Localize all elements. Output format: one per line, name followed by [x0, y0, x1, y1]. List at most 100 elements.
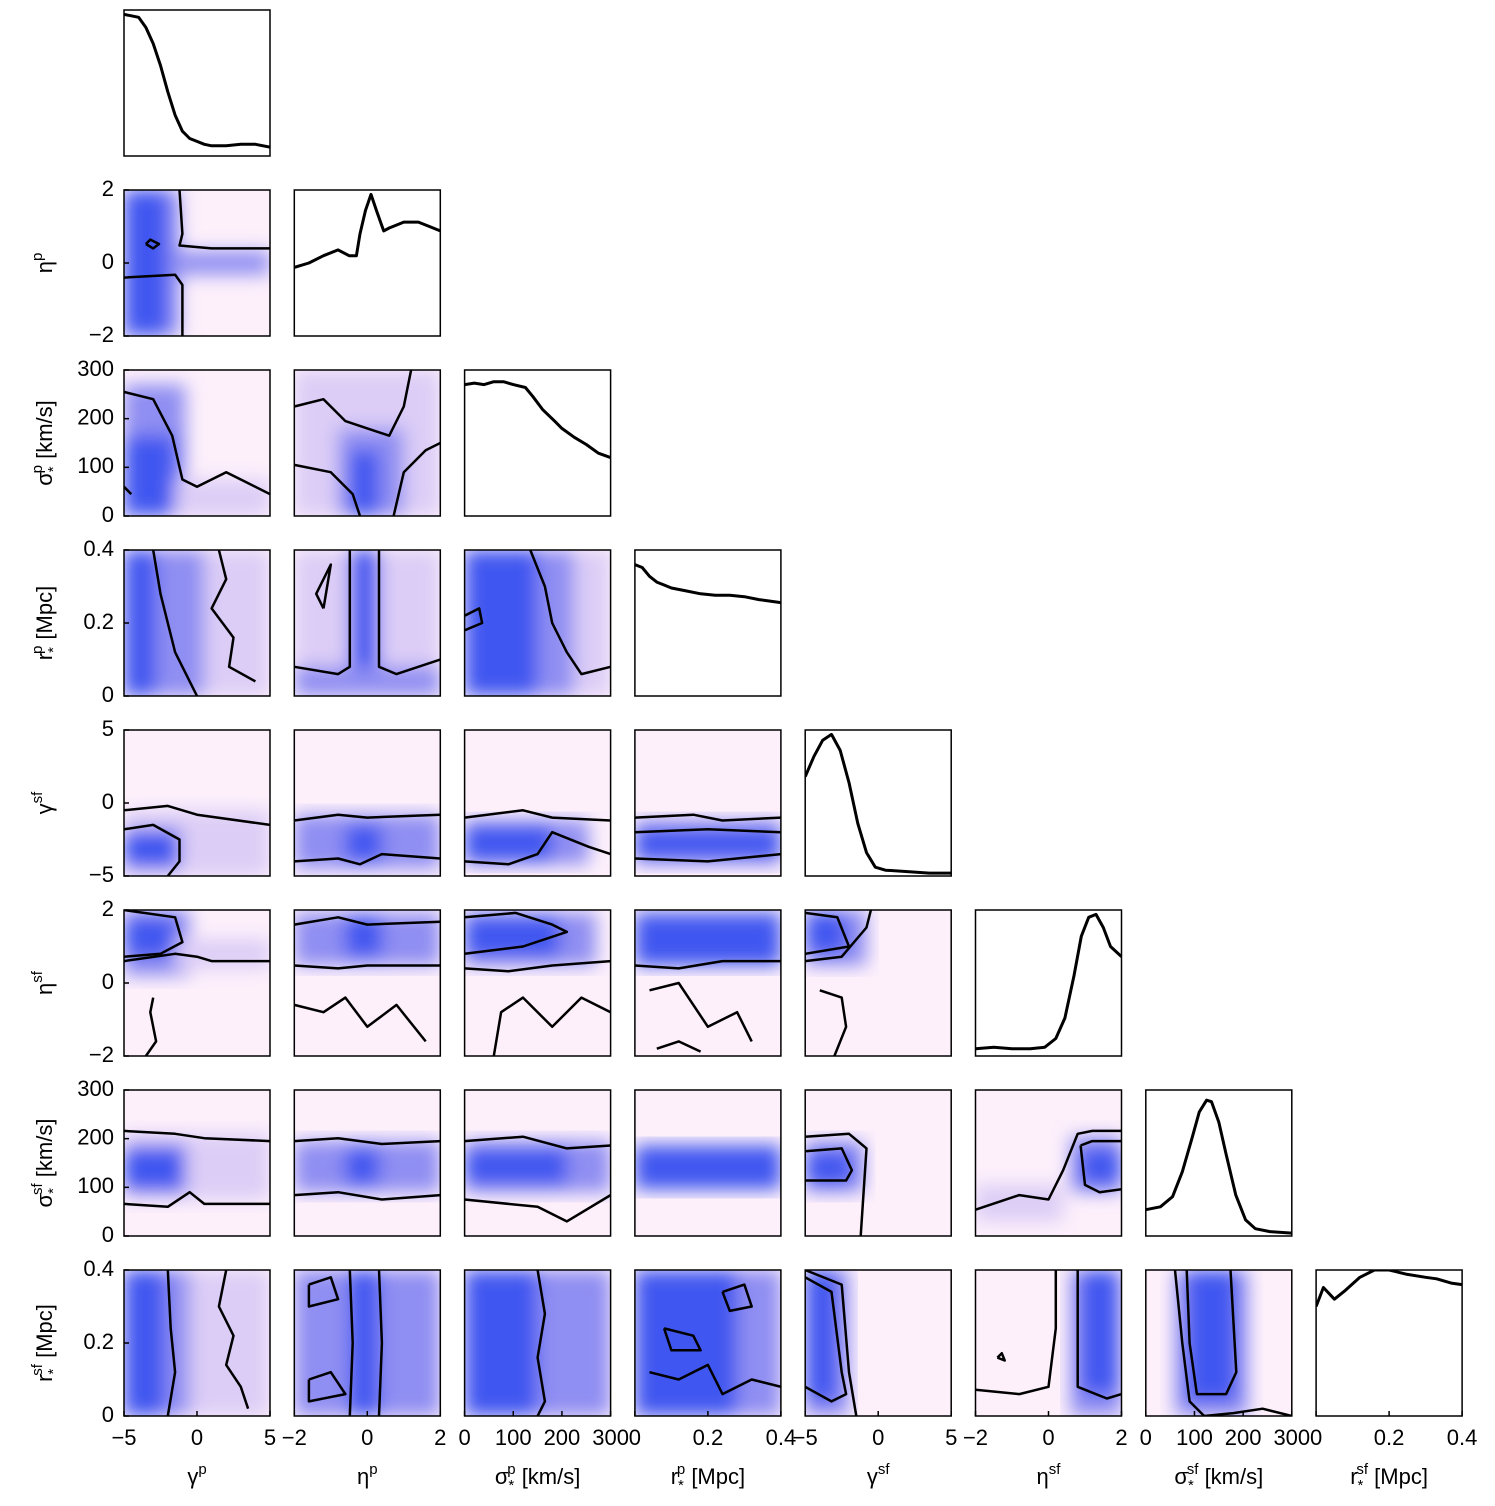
joint-panel-7-5: [974, 1269, 1123, 1417]
x-tick-label: 0: [191, 1425, 203, 1450]
x-tick-label: 0: [458, 1425, 470, 1450]
x-tick-label: 300: [592, 1425, 629, 1450]
y-tick-label: −2: [89, 322, 114, 347]
contour-line: [721, 1283, 753, 1313]
contour-line: [294, 1136, 441, 1146]
marginal-panel-3: [634, 549, 782, 697]
contour-line: [1079, 1145, 1122, 1194]
contour-line: [294, 550, 352, 676]
panel-frame: [293, 1089, 442, 1237]
panel-frame: [123, 9, 271, 157]
marginal-curve-6: [1145, 1098, 1292, 1235]
contour-line: [996, 1351, 1006, 1362]
panel-frame: [293, 369, 442, 517]
joint-panel-1-0: [123, 189, 271, 337]
panel-frame: [634, 549, 782, 697]
panel-frame: [463, 729, 612, 877]
contour-line: [662, 1327, 702, 1352]
joint-panel-7-2: [463, 1269, 612, 1417]
x-tick-label: 5: [945, 1425, 957, 1450]
panel-frame: [293, 549, 442, 697]
contour-line: [805, 910, 873, 963]
panel-background: [124, 10, 270, 156]
contour-line: [805, 911, 851, 956]
joint-panel-2-1: [293, 369, 442, 517]
contour-line: [348, 1270, 354, 1416]
x-tick-label: 2: [434, 1425, 446, 1450]
contour-line: [178, 190, 270, 250]
y-axis-label: γsf: [29, 791, 57, 815]
y-tick-label: 300: [77, 1076, 114, 1101]
contour-line: [377, 1270, 384, 1416]
panel-frame: [123, 369, 271, 517]
density-blob: [345, 824, 382, 862]
y-tick-label: 0.4: [83, 536, 114, 561]
contour-line: [294, 852, 441, 866]
contour-line: [464, 809, 611, 822]
y-tick-label: 0: [102, 1402, 114, 1427]
joint-panel-7-0: [123, 1269, 271, 1417]
density-blob: [124, 1145, 186, 1193]
panel-frame: [123, 1089, 271, 1237]
contour-line: [1185, 1270, 1238, 1396]
contour-line: [464, 1135, 611, 1150]
density-blob: [189, 1270, 270, 1416]
joint-panel-5-1: [293, 909, 442, 1057]
panel-frame: [293, 729, 442, 877]
contour-line: [124, 804, 270, 827]
marginal-curve-2: [464, 380, 611, 460]
x-tick-label: 0: [1140, 1425, 1152, 1450]
contour-line: [464, 911, 569, 956]
marginal-panel-2: [463, 369, 612, 517]
contour-line: [464, 959, 611, 973]
panel-frame: [634, 729, 782, 877]
panel-frame: [974, 1089, 1123, 1237]
y-tick-label: 0.2: [83, 609, 114, 634]
contour-line: [294, 370, 413, 437]
panel-frame: [804, 909, 952, 1057]
joint-panel-4-3: [634, 729, 782, 877]
contour-line: [975, 1270, 1058, 1396]
joint-panel-7-4: [804, 1269, 952, 1417]
density-blob: [464, 1148, 567, 1185]
x-tick-label: −5: [793, 1425, 818, 1450]
density-blob: [464, 1270, 545, 1416]
y-tick-label: 200: [77, 404, 114, 429]
x-tick-label: −2: [963, 1425, 988, 1450]
panel-frame: [463, 549, 612, 697]
joint-panel-3-1: [293, 549, 442, 697]
contour-line: [124, 1190, 270, 1209]
joint-panel-4-0: [123, 729, 271, 877]
density-blob: [975, 1184, 1064, 1222]
y-tick-label: 200: [77, 1124, 114, 1149]
contour-line: [151, 550, 199, 696]
contour-line: [1080, 1139, 1122, 1147]
y-axis-label: ηp: [29, 253, 57, 274]
density-blob: [805, 1270, 838, 1402]
x-axis-label: r*sf [Mpc]: [1350, 1461, 1428, 1494]
contour-line: [634, 828, 781, 834]
density-blob: [537, 550, 575, 696]
contour-line: [307, 1276, 340, 1308]
density-blob: [345, 915, 382, 957]
y-tick-label: −2: [89, 1042, 114, 1067]
y-tick-label: 300: [77, 356, 114, 381]
panel-background: [1145, 1090, 1292, 1236]
contour-line: [314, 563, 333, 609]
contour-line: [975, 1129, 1122, 1211]
joint-panel-5-2: [463, 909, 612, 1057]
x-tick-label: 0.2: [693, 1425, 724, 1450]
x-tick-label: 200: [1225, 1425, 1262, 1450]
contour-line: [124, 485, 133, 495]
panel-frame: [463, 369, 612, 517]
contour-line: [145, 238, 161, 250]
y-tick-label: 100: [77, 453, 114, 478]
contour-line: [124, 910, 184, 958]
contour-line: [294, 916, 441, 926]
panel-background: [634, 550, 781, 696]
marginal-curve-3: [634, 563, 781, 605]
joint-panel-7-1: [293, 1269, 442, 1417]
marginal-curve-5: [975, 912, 1122, 1051]
x-axis-label: ηp: [357, 1461, 378, 1489]
panel-frame: [634, 1089, 782, 1237]
